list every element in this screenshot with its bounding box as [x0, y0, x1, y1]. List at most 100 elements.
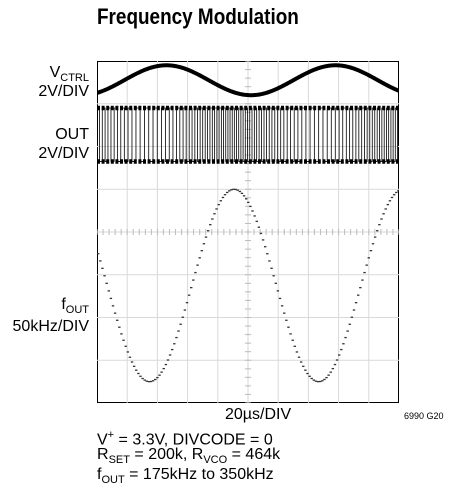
fout-dot [390, 196, 394, 199]
fout-dot [342, 343, 345, 345]
vctrl-trace [97, 63, 399, 98]
fout-dot [321, 380, 324, 382]
out-trace [97, 107, 399, 162]
condition-3-a: f [97, 466, 102, 483]
condition-3-sub: OUT [101, 474, 125, 486]
fout-dot [177, 330, 180, 332]
fout-dot [359, 287, 362, 289]
fout-dot [297, 356, 301, 358]
fout-dot [392, 194, 396, 196]
fout-dot [111, 305, 115, 307]
fout-dot [128, 356, 132, 358]
figure-code: 6990 G20 [404, 411, 444, 421]
fout-dot [302, 365, 305, 367]
fout-dot [278, 297, 282, 300]
fout-dot [367, 257, 370, 259]
fout-dot [378, 224, 381, 226]
condition-2-a: R [97, 446, 109, 463]
fout-dot [264, 246, 267, 248]
fout-dot [202, 243, 206, 245]
fout-dot [312, 379, 316, 381]
out-scale: 2V/DIV [38, 145, 89, 162]
fout-dot [371, 243, 375, 245]
condition-2-sub1: SET [108, 454, 130, 466]
fout-dot [259, 232, 263, 235]
condition-1-sup: + [107, 429, 115, 441]
fout-dot [170, 348, 174, 351]
fout-dot [335, 359, 339, 361]
fout-dot [388, 200, 392, 202]
vctrl-label-main: V [49, 64, 61, 81]
out-label: OUT [55, 126, 89, 143]
fout-dot [338, 354, 341, 356]
fout-dot [253, 215, 256, 217]
fout-dot [306, 372, 309, 375]
fout-dot [130, 361, 134, 363]
fout-dot [181, 316, 184, 318]
fout-dot [361, 279, 364, 281]
fout-dot [164, 363, 168, 366]
x-axis-label: 20µs/DIV [225, 406, 292, 423]
fout-dot [228, 190, 231, 192]
fout-dot [168, 354, 172, 356]
fout-dot [251, 210, 254, 212]
fout-dot [132, 365, 136, 367]
fout-dot [293, 345, 296, 347]
fout-dot [154, 378, 157, 381]
fout-dot [266, 253, 269, 255]
fout-dot [137, 372, 140, 375]
fout-dot [206, 230, 210, 232]
condition-1-b: = 3.3V, DIVCODE = 0 [114, 431, 273, 449]
fout-dot [274, 282, 277, 284]
fout-dot [249, 205, 252, 208]
fout-dot [162, 367, 165, 370]
fout-dot [234, 188, 237, 191]
fout-dot [160, 371, 163, 373]
fout-dot [221, 196, 225, 199]
fout-dot [363, 271, 366, 274]
fout-dot [291, 339, 294, 341]
fout-dot [255, 220, 258, 223]
fout-dot [190, 287, 193, 289]
fout-dot [308, 375, 311, 377]
fout-dot [116, 319, 119, 321]
fout-dot [109, 297, 113, 300]
fout-dot [289, 333, 292, 335]
oscilloscope-plot [97, 61, 399, 403]
fout-label-main: f [61, 296, 66, 313]
fout-dot [340, 348, 343, 351]
vctrl-label-sub: CTRL [60, 72, 89, 84]
fout-dot [122, 339, 125, 341]
condition-line-1: V+ = 3.3V, DIVCODE = 0 [97, 426, 273, 449]
fout-dot [382, 213, 385, 215]
fout-dot [192, 279, 195, 281]
fout-dot [107, 290, 110, 292]
fout-dot [276, 290, 280, 292]
fout-dot [151, 380, 155, 382]
condition-line-2: RSET = 200k, RVCO = 464k [97, 446, 280, 466]
fout-dot [166, 359, 170, 361]
fout-dot [219, 200, 223, 202]
fout-dot [272, 275, 275, 277]
fout-dot [295, 351, 299, 353]
fout-dot [299, 361, 303, 363]
fout-dot [185, 302, 189, 304]
vctrl-scale: 2V/DIV [38, 83, 89, 100]
fout-dot [97, 253, 100, 255]
fout-dot [135, 369, 138, 371]
fout-dot [238, 190, 242, 193]
fout-dot [173, 343, 176, 345]
fout-dot [261, 239, 265, 241]
fout-dot [314, 380, 318, 382]
fout-dot [158, 374, 161, 376]
fout-dot [120, 333, 123, 335]
fout-dot [139, 375, 142, 377]
fout-dot [310, 377, 313, 380]
fout-dot [352, 309, 356, 311]
fout-scale: 50kHz/DIV [12, 318, 89, 335]
fout-dot [149, 380, 153, 383]
fout-dot [236, 189, 239, 191]
fout-dot [213, 213, 216, 215]
fout-dot [287, 326, 290, 328]
fout-dot [232, 188, 235, 190]
